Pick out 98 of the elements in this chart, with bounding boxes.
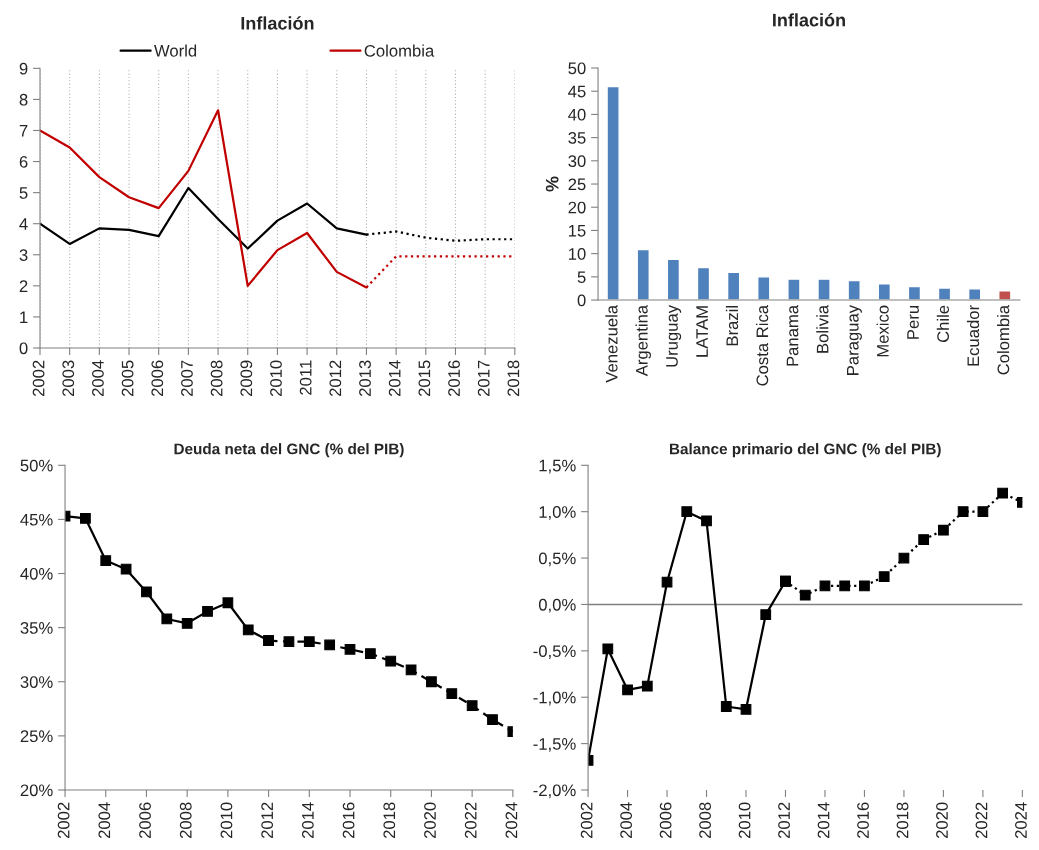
x-tick-label: Uruguay xyxy=(666,304,682,367)
y-tick-label: 40% xyxy=(20,567,53,580)
y-tick-label: 30 xyxy=(568,155,586,168)
y-tick-label: 1,5% xyxy=(539,459,576,474)
y-axis-title: % xyxy=(545,176,559,192)
y-tick-label: -1,0% xyxy=(533,691,576,706)
chart-title: Balance primario del GNC (% del PIB) xyxy=(669,443,941,458)
y-tick-label: 4 xyxy=(19,218,28,230)
x-tick-label: 2008 xyxy=(179,802,192,839)
y-tick-label: 20% xyxy=(20,784,53,797)
y-tick-label: 40 xyxy=(568,108,586,121)
chart-title: Deuda neta del GNC (% del PIB) xyxy=(174,443,404,458)
y-tick-label: 6 xyxy=(19,155,28,168)
x-tick-label: Brazil xyxy=(725,306,739,346)
x-tick-label: 2024 xyxy=(505,802,518,839)
x-tick-label: Bolivia xyxy=(816,304,829,353)
x-tick-label: 2024 xyxy=(1015,802,1027,839)
y-tick-label: 25 xyxy=(568,178,586,191)
y-tick-label: 9 xyxy=(19,62,28,75)
x-tick-label: Panama xyxy=(786,304,799,366)
x-tick-label: 2012 xyxy=(329,360,342,397)
x-tick-label: 2010 xyxy=(220,802,233,839)
y-tick-label: 0 xyxy=(577,294,586,307)
chart-title: Inflación xyxy=(241,16,314,30)
y-tick-label: 15 xyxy=(568,225,586,237)
y-tick-label: -0,5% xyxy=(533,645,576,659)
x-tick-label: 2002 xyxy=(32,360,45,397)
y-tick-label: -1,5% xyxy=(533,738,576,752)
y-tick-label: 1 xyxy=(20,311,28,323)
y-tick-label: 0,5% xyxy=(538,552,576,567)
x-tick-label: 2017 xyxy=(477,360,490,397)
x-tick-label: 2013 xyxy=(359,360,371,397)
x-tick-label: 2015 xyxy=(418,360,431,397)
x-tick-label: 2006 xyxy=(151,360,164,397)
x-tick-label: 2014 xyxy=(301,802,314,839)
legend-label: Colombia xyxy=(364,44,435,57)
x-tick-label: 2008 xyxy=(699,802,711,839)
x-tick-label: 2018 xyxy=(507,360,520,397)
x-tick-label: 2006 xyxy=(659,802,672,839)
x-tick-label: 2010 xyxy=(270,360,282,397)
y-tick-label: 7 xyxy=(19,125,28,137)
y-tick-label: 20 xyxy=(568,201,586,214)
y-tick-label: 8 xyxy=(19,93,28,106)
y-tick-label: 35 xyxy=(568,132,586,144)
x-tick-label: Paraguay xyxy=(847,304,862,375)
x-tick-label: 2020 xyxy=(936,802,948,839)
x-tick-label: Mexico xyxy=(876,305,889,357)
x-tick-label: 2002 xyxy=(580,802,593,839)
x-tick-label: LATAM xyxy=(696,306,708,357)
y-tick-label: 0,0% xyxy=(538,598,576,613)
x-tick-label: 2004 xyxy=(98,802,111,839)
x-tick-label: 2005 xyxy=(121,360,134,397)
x-tick-label: 2022 xyxy=(975,802,988,839)
x-tick-label: 2003 xyxy=(62,360,75,397)
x-tick-label: 2016 xyxy=(342,802,355,839)
legend-label: World xyxy=(154,44,197,57)
y-tick-label: 50 xyxy=(568,62,586,75)
x-tick-label: 2007 xyxy=(181,360,193,397)
x-tick-label: Colombia xyxy=(997,304,1010,375)
y-tick-label: 0 xyxy=(19,342,28,355)
y-tick-label: 10 xyxy=(568,248,586,260)
y-tick-label: 2 xyxy=(19,280,28,292)
x-tick-label: 2009 xyxy=(240,360,253,397)
x-tick-label: Argentina xyxy=(635,304,652,377)
y-tick-label: 5 xyxy=(577,271,586,284)
x-tick-label: 2004 xyxy=(620,802,633,839)
y-tick-label: 30% xyxy=(20,676,53,688)
x-tick-label: 2012 xyxy=(778,802,790,839)
x-tick-label: 2014 xyxy=(817,802,830,839)
y-tick-label: 3 xyxy=(19,249,28,261)
x-tick-label: 2011 xyxy=(299,360,312,395)
y-tick-label: 5 xyxy=(19,187,28,199)
x-tick-label: 2002 xyxy=(57,802,70,839)
x-tick-label: 2004 xyxy=(92,360,104,397)
x-tick-label: 2010 xyxy=(738,802,751,839)
y-tick-label: 1,0% xyxy=(539,506,576,520)
x-tick-label: 2016 xyxy=(857,802,869,839)
x-tick-label: Costa Rica xyxy=(756,304,769,386)
x-tick-label: 2018 xyxy=(383,802,396,839)
y-tick-label: 25% xyxy=(20,730,53,743)
y-tick-label: 45 xyxy=(568,85,586,98)
x-tick-label: 2006 xyxy=(139,802,151,839)
y-tick-label: 50% xyxy=(20,459,53,472)
y-tick-label: -2,0% xyxy=(533,784,576,799)
x-tick-label: Peru xyxy=(907,306,919,339)
x-tick-label: 2016 xyxy=(448,360,460,397)
x-tick-label: 2022 xyxy=(464,802,477,839)
x-tick-label: 2012 xyxy=(261,802,274,839)
y-tick-label: 35% xyxy=(20,622,53,634)
x-tick-label: Chile xyxy=(936,305,950,343)
x-tick-label: 2014 xyxy=(388,360,401,397)
y-tick-label: 45% xyxy=(20,513,53,526)
x-tick-label: 2020 xyxy=(424,802,436,839)
x-tick-label: Ecuador xyxy=(966,305,980,366)
x-tick-label: Venezuela xyxy=(605,304,618,383)
chart-title: Inflación xyxy=(773,13,845,27)
x-tick-label: 2008 xyxy=(210,360,223,397)
x-tick-label: 2018 xyxy=(896,802,909,839)
